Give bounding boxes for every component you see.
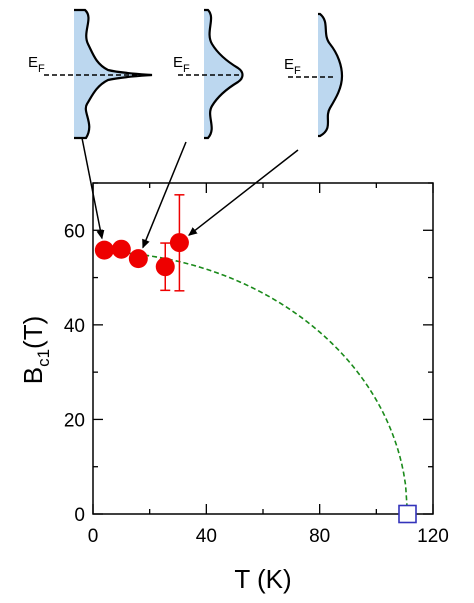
inset-outline — [204, 8, 244, 140]
x-tick-label: 80 — [309, 526, 330, 547]
x-tick-label: 40 — [196, 526, 217, 547]
inset-fill — [318, 14, 342, 136]
y-tick-label: 40 — [64, 316, 85, 337]
fermi-level-label: EF — [284, 56, 301, 77]
fermi-level-label: EF — [173, 54, 190, 75]
y-tick-label: 60 — [64, 221, 85, 242]
y-tick-label: 0 — [74, 505, 85, 526]
annotation-arrow — [81, 137, 105, 240]
y-tick-label: 20 — [64, 410, 85, 431]
data-point — [94, 240, 114, 260]
dos-inset-sharp-peak: EF — [28, 8, 153, 140]
axis-tick-labels: 0 40 80 120 0 20 40 60 — [64, 221, 449, 547]
inset-fill — [74, 10, 152, 138]
inset-outline — [318, 12, 344, 138]
x-tick-label: 0 — [88, 526, 99, 547]
inset-fill — [204, 10, 243, 138]
x-tick-label: 120 — [417, 526, 449, 547]
data-point — [155, 257, 175, 277]
data-points — [94, 233, 417, 524]
annotation-arrow — [142, 141, 187, 249]
y-axis-label: Bc1(T) — [18, 316, 53, 385]
data-point — [169, 233, 189, 253]
dos-insets: EF EF EF — [28, 8, 344, 140]
dos-inset-flat: EF — [284, 12, 344, 138]
data-point — [128, 249, 148, 269]
data-point — [111, 239, 131, 259]
fermi-level-label: EF — [28, 54, 45, 75]
axis-ticks — [92, 182, 434, 515]
fit-curve — [104, 250, 409, 515]
plot-area — [92, 182, 434, 515]
tc-point — [398, 504, 417, 524]
annotation-arrows — [81, 137, 299, 249]
annotation-arrow — [188, 149, 299, 236]
dos-inset-broad-bump: EF — [173, 8, 244, 140]
x-axis-label: T (K) — [234, 564, 291, 594]
